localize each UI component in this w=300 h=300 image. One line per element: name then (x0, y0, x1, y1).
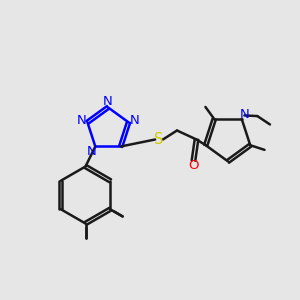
Text: N: N (87, 145, 97, 158)
Text: O: O (188, 159, 199, 172)
Text: S: S (154, 132, 164, 147)
Text: N: N (103, 95, 113, 108)
Text: N: N (77, 114, 87, 127)
Text: N: N (129, 114, 139, 127)
Text: N: N (240, 108, 250, 121)
